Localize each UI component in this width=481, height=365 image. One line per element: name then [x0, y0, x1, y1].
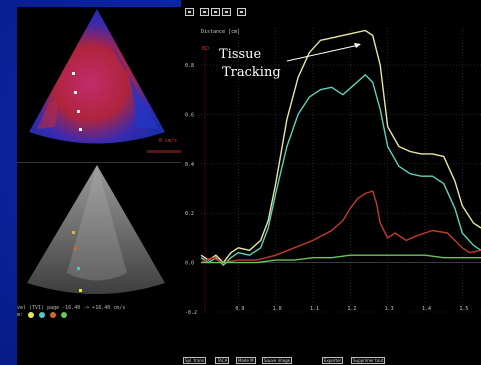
doppler-scale-label: 0 cm/s	[158, 138, 177, 144]
chart-panel	[181, 0, 481, 365]
series-line-1	[200, 74, 481, 266]
x-tick-label: 1.0	[273, 306, 282, 312]
grid-view-button[interactable]	[185, 8, 194, 16]
view-2-button[interactable]	[200, 8, 209, 16]
tracking-points	[72, 72, 82, 131]
tissue-tracking-chart: 0.9 1.0 1.1 1.2 1.3 1.4 1.5 0.8 0.6 0.4 0.2 0.0 -0.2…	[185, 28, 481, 316]
series-line-3	[201, 254, 481, 264]
marker-legend: m:	[17, 311, 181, 321]
bmode-image	[17, 162, 181, 305]
annotation-arrow	[286, 44, 360, 62]
spline-transform-button[interactable]: Spl. trans	[183, 357, 207, 364]
x-tick-label: 1.4	[422, 306, 431, 312]
y-tick-label: 0.8	[185, 63, 194, 69]
view-5-button[interactable]	[237, 8, 246, 16]
marker-chip-green[interactable]	[61, 311, 68, 318]
y-tick-label: 0.6	[185, 112, 194, 118]
annotation-line-2: Tracking	[222, 65, 281, 80]
export-button[interactable]: Exporter	[322, 357, 344, 364]
series-line-2	[200, 190, 481, 264]
doppler-sector	[29, 9, 165, 144]
marker-chip-yellow[interactable]	[28, 311, 35, 318]
velocity-status: vel (TVI) page -16.40 -> +16.40 cm/s	[17, 305, 126, 311]
annotation-line-1: Tissue	[219, 47, 262, 62]
y-tick-label: 0.2	[185, 211, 194, 217]
ed-marker-label: ED	[202, 46, 209, 52]
view-4-button[interactable]	[222, 8, 231, 16]
x-tick-label: 1.5	[459, 306, 468, 312]
y-tick-label: -0.2	[185, 310, 197, 316]
marker-chip-cyan[interactable]	[39, 311, 46, 318]
x-tick-label: 1.1	[310, 306, 319, 312]
y-tick-label: 0.0	[185, 261, 194, 267]
save-image-button[interactable]: Sauve image	[262, 357, 293, 364]
delete-all-button[interactable]: Supprimer tout	[351, 357, 386, 364]
series-line-0	[200, 29, 481, 264]
x-tick-label: 0.9	[235, 306, 244, 312]
image-panel: 0 cm/s vel (TVI) page -16.40 -> +16.40 c…	[17, 7, 181, 365]
y-tick-label: 0.4	[185, 162, 194, 168]
taca-button[interactable]: TACA	[215, 357, 230, 364]
chart-toolbar	[181, 8, 481, 20]
x-tick-label: 1.2	[347, 306, 356, 312]
annotation-arrowhead	[354, 43, 361, 48]
mode-m-button[interactable]: Mode M	[236, 357, 256, 364]
view-3-button[interactable]	[211, 8, 220, 16]
bmode-sector	[27, 165, 165, 294]
y-axis-unit-label: Distance [cm]	[201, 29, 241, 35]
marker-chip-orange[interactable]	[50, 311, 57, 318]
x-tick-label: 1.3	[385, 306, 394, 312]
bottom-toolbar: Spl. trans TACA Mode M Sauve image Expor…	[181, 356, 481, 365]
tissue-doppler-image: 0 cm/s	[17, 7, 181, 155]
